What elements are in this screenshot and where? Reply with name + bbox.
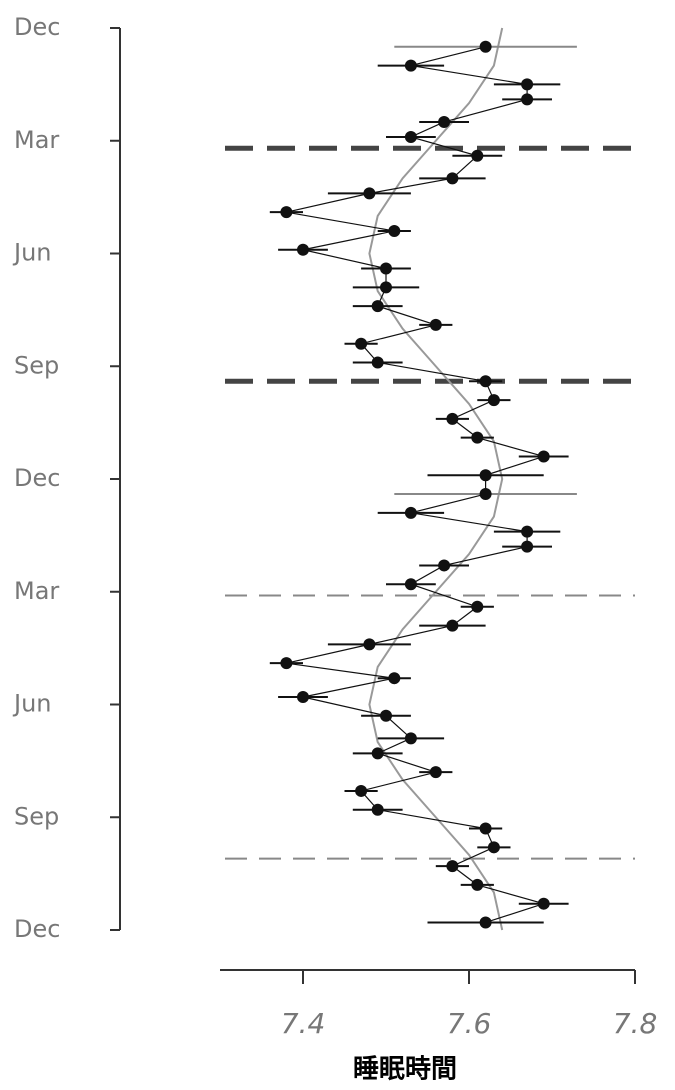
data-point bbox=[438, 115, 451, 128]
y-tick-label: Dec bbox=[14, 464, 60, 492]
data-point bbox=[371, 300, 384, 313]
y-tick-label: Dec bbox=[14, 915, 60, 943]
y-tick-label: Sep bbox=[14, 351, 59, 379]
data-point bbox=[487, 841, 500, 854]
data-point bbox=[388, 224, 401, 237]
y-tick-label: Jun bbox=[12, 239, 52, 267]
data-point bbox=[446, 172, 459, 185]
y-tick-label: Jun bbox=[12, 690, 52, 718]
data-point bbox=[371, 747, 384, 760]
y-tick-label: Dec bbox=[14, 13, 60, 41]
data-point bbox=[363, 638, 376, 651]
data-point bbox=[380, 262, 392, 275]
data-point bbox=[371, 803, 384, 816]
data-point bbox=[380, 709, 392, 722]
data-point bbox=[438, 559, 451, 572]
data-point bbox=[471, 878, 484, 891]
y-tick-label: Mar bbox=[14, 577, 59, 605]
data-point bbox=[471, 600, 484, 613]
data-point bbox=[521, 78, 534, 91]
data-point bbox=[479, 488, 492, 501]
data-line bbox=[286, 46, 546, 924]
data-point bbox=[521, 540, 534, 553]
data-point bbox=[355, 784, 368, 797]
data-point bbox=[404, 732, 417, 745]
data-point bbox=[297, 690, 309, 703]
data-point bbox=[280, 206, 293, 219]
data-point bbox=[429, 766, 442, 779]
data-point bbox=[446, 860, 459, 873]
data-point bbox=[446, 619, 459, 632]
data-point bbox=[429, 318, 442, 331]
data-point bbox=[388, 672, 401, 685]
x-tick-label: 7.8 bbox=[613, 1007, 658, 1040]
data-point bbox=[280, 657, 293, 670]
data-point bbox=[380, 281, 392, 294]
data-point bbox=[487, 394, 500, 407]
data-point bbox=[404, 506, 417, 519]
data-point bbox=[479, 822, 492, 835]
data-point bbox=[479, 469, 492, 482]
data-point bbox=[537, 897, 550, 910]
data-point bbox=[297, 243, 309, 256]
data-point bbox=[521, 93, 534, 106]
x-tick-label: 7.4 bbox=[281, 1007, 326, 1040]
y-tick-label: Sep bbox=[14, 802, 59, 830]
data-point bbox=[371, 356, 384, 369]
x-axis-label: 睡眠時間 bbox=[353, 1055, 457, 1085]
data-point bbox=[404, 578, 417, 591]
x-tick-label: 7.6 bbox=[447, 1007, 492, 1040]
data-point bbox=[521, 525, 534, 538]
data-point bbox=[404, 59, 417, 72]
y-tick-label: Mar bbox=[14, 126, 59, 154]
data-point bbox=[479, 916, 492, 929]
data-point bbox=[355, 337, 368, 350]
trend-curve bbox=[368, 27, 504, 931]
data-point bbox=[471, 431, 484, 444]
data-point bbox=[537, 450, 550, 463]
data-point bbox=[471, 149, 484, 162]
data-point bbox=[479, 40, 492, 53]
data-point bbox=[446, 412, 459, 425]
data-point bbox=[479, 375, 492, 388]
data-point bbox=[363, 187, 376, 200]
data-point bbox=[404, 130, 417, 143]
